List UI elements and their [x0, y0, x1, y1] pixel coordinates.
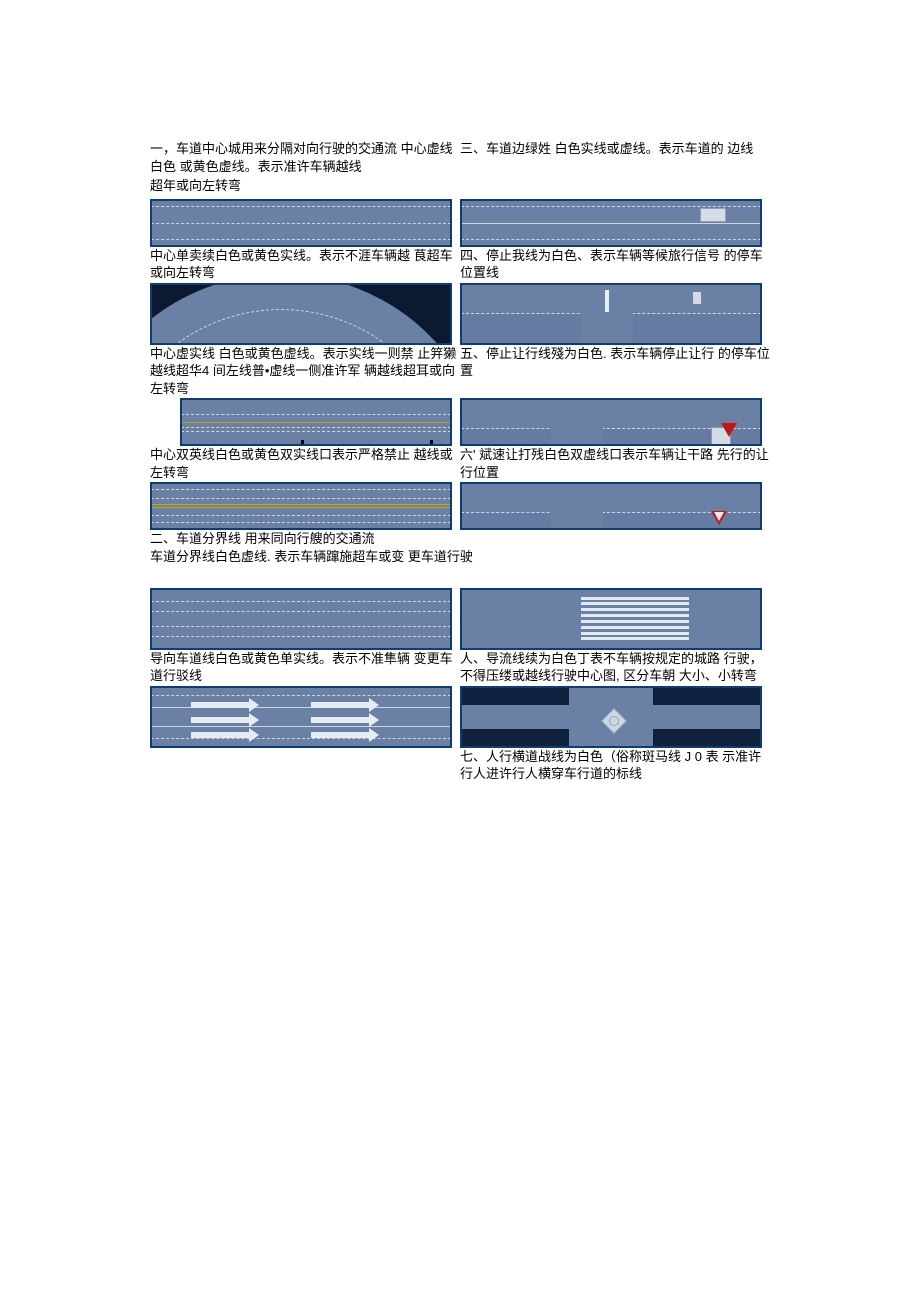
yield-triangle-inner-icon — [714, 512, 724, 521]
intro-right: 三、车道边绿姓 白色实线或虚线。表示车道的 边线 — [460, 140, 770, 175]
diagram-stop-line — [460, 283, 762, 345]
zebra-icon — [581, 597, 689, 641]
caption-r-5: 七、人行横道战线为白色（俗称斑马线 J 0 表 示准许行人进许行人横穿车行道的标… — [460, 748, 770, 783]
caption-r-4: 人、导流线续为白色丁表不车辆按规定的城路 行驶，不得压缕或越线行驶中心图, 区分… — [460, 650, 770, 685]
caption-row-1: 中心单卖续白色或黄色实线。表示不涯车辆越 茛超车或向左转弯 四、停止我线为白色、… — [150, 247, 770, 282]
diagram-row-1 — [150, 199, 770, 247]
diagram-row-3 — [150, 398, 770, 446]
diagram-center-solid-curve — [150, 283, 452, 345]
caption-r-1: 四、停止我线为白色、表示车辆等候旅行信号 的停车位置线 — [460, 247, 770, 282]
diagram-edge-lines — [460, 199, 762, 247]
caption-l-4: 导向车道线白色或黄色单实线。表示不准隼辆 变更车道行驳线 — [150, 650, 460, 685]
diagram-row-6 — [150, 686, 770, 748]
caption-r-2: 五、停止让行线殘为白色. 表示车辆停止让行 的停车位置 — [460, 345, 770, 398]
intro-left-line2: 超年或向左转弯 — [150, 177, 770, 195]
section-2-title: 二、车道分界线 用来同向行艘的交通流 — [150, 530, 770, 548]
diagram-center-dashed — [150, 199, 452, 247]
yield-sign-icon — [721, 423, 737, 437]
diagram-solid-dashed-combo — [180, 398, 452, 446]
caption-row-5: 七、人行横道战线为白色（俗称斑马线 J 0 表 示准许行人进许行人横穿车行道的标… — [150, 748, 770, 783]
diagram-zebra-crossing — [460, 588, 762, 650]
diagram-stop-yield — [460, 398, 762, 446]
caption-row-4: 导向车道线白色或黄色单实线。表示不准隼辆 变更车道行驳线 人、导流线续为白色丁表… — [150, 650, 770, 685]
diagram-double-solid — [150, 482, 452, 530]
caption-r-3: 六' 斌速让打残白色双虚线口表示车辆让干路 先行的让行位置 — [460, 446, 770, 481]
diagram-guide-arrows — [150, 686, 452, 748]
caption-l-1: 中心单卖续白色或黄色实线。表示不涯车辆越 茛超车或向左转弯 — [150, 247, 460, 282]
diagram-row-5 — [150, 588, 770, 650]
diagram-yield-line — [460, 482, 762, 530]
diagram-channelization — [460, 686, 762, 748]
caption-l-3: 中心双英线白色或黄色双实线口表示严格禁止 越线或左转弯 — [150, 446, 460, 481]
traffic-light-icon — [693, 292, 701, 304]
diagram-lane-divider — [150, 588, 452, 650]
diagram-row-4 — [150, 482, 770, 530]
intro-row: 一，车道中心城用来分隔对向行驶的交通流 中心虚线白色 或黄色虚线。表示准许车辆越… — [150, 140, 770, 175]
caption-row-3: 中心双英线白色或黄色双实线口表示严格禁止 越线或左转弯 六' 斌速让打残白色双虚… — [150, 446, 770, 481]
diagram-row-2 — [150, 283, 770, 345]
intro-left: 一，车道中心城用来分隔对向行驶的交通流 中心虚线白色 或黄色虚线。表示准许车辆越… — [150, 140, 460, 175]
caption-row-2: 中心虚实线 白色或黄色虚线。表示实线一则禁 止笄獭越线超华4 间左线普•虚线一侧… — [150, 345, 770, 398]
caption-l-2: 中心虚实线 白色或黄色虚线。表示实线一则禁 止笄獭越线超华4 间左线普•虚线一侧… — [150, 345, 460, 398]
section-2-sub: 车道分界线白色虚线. 表示车辆蹿施超车或变 更车道行驶 — [150, 548, 770, 566]
